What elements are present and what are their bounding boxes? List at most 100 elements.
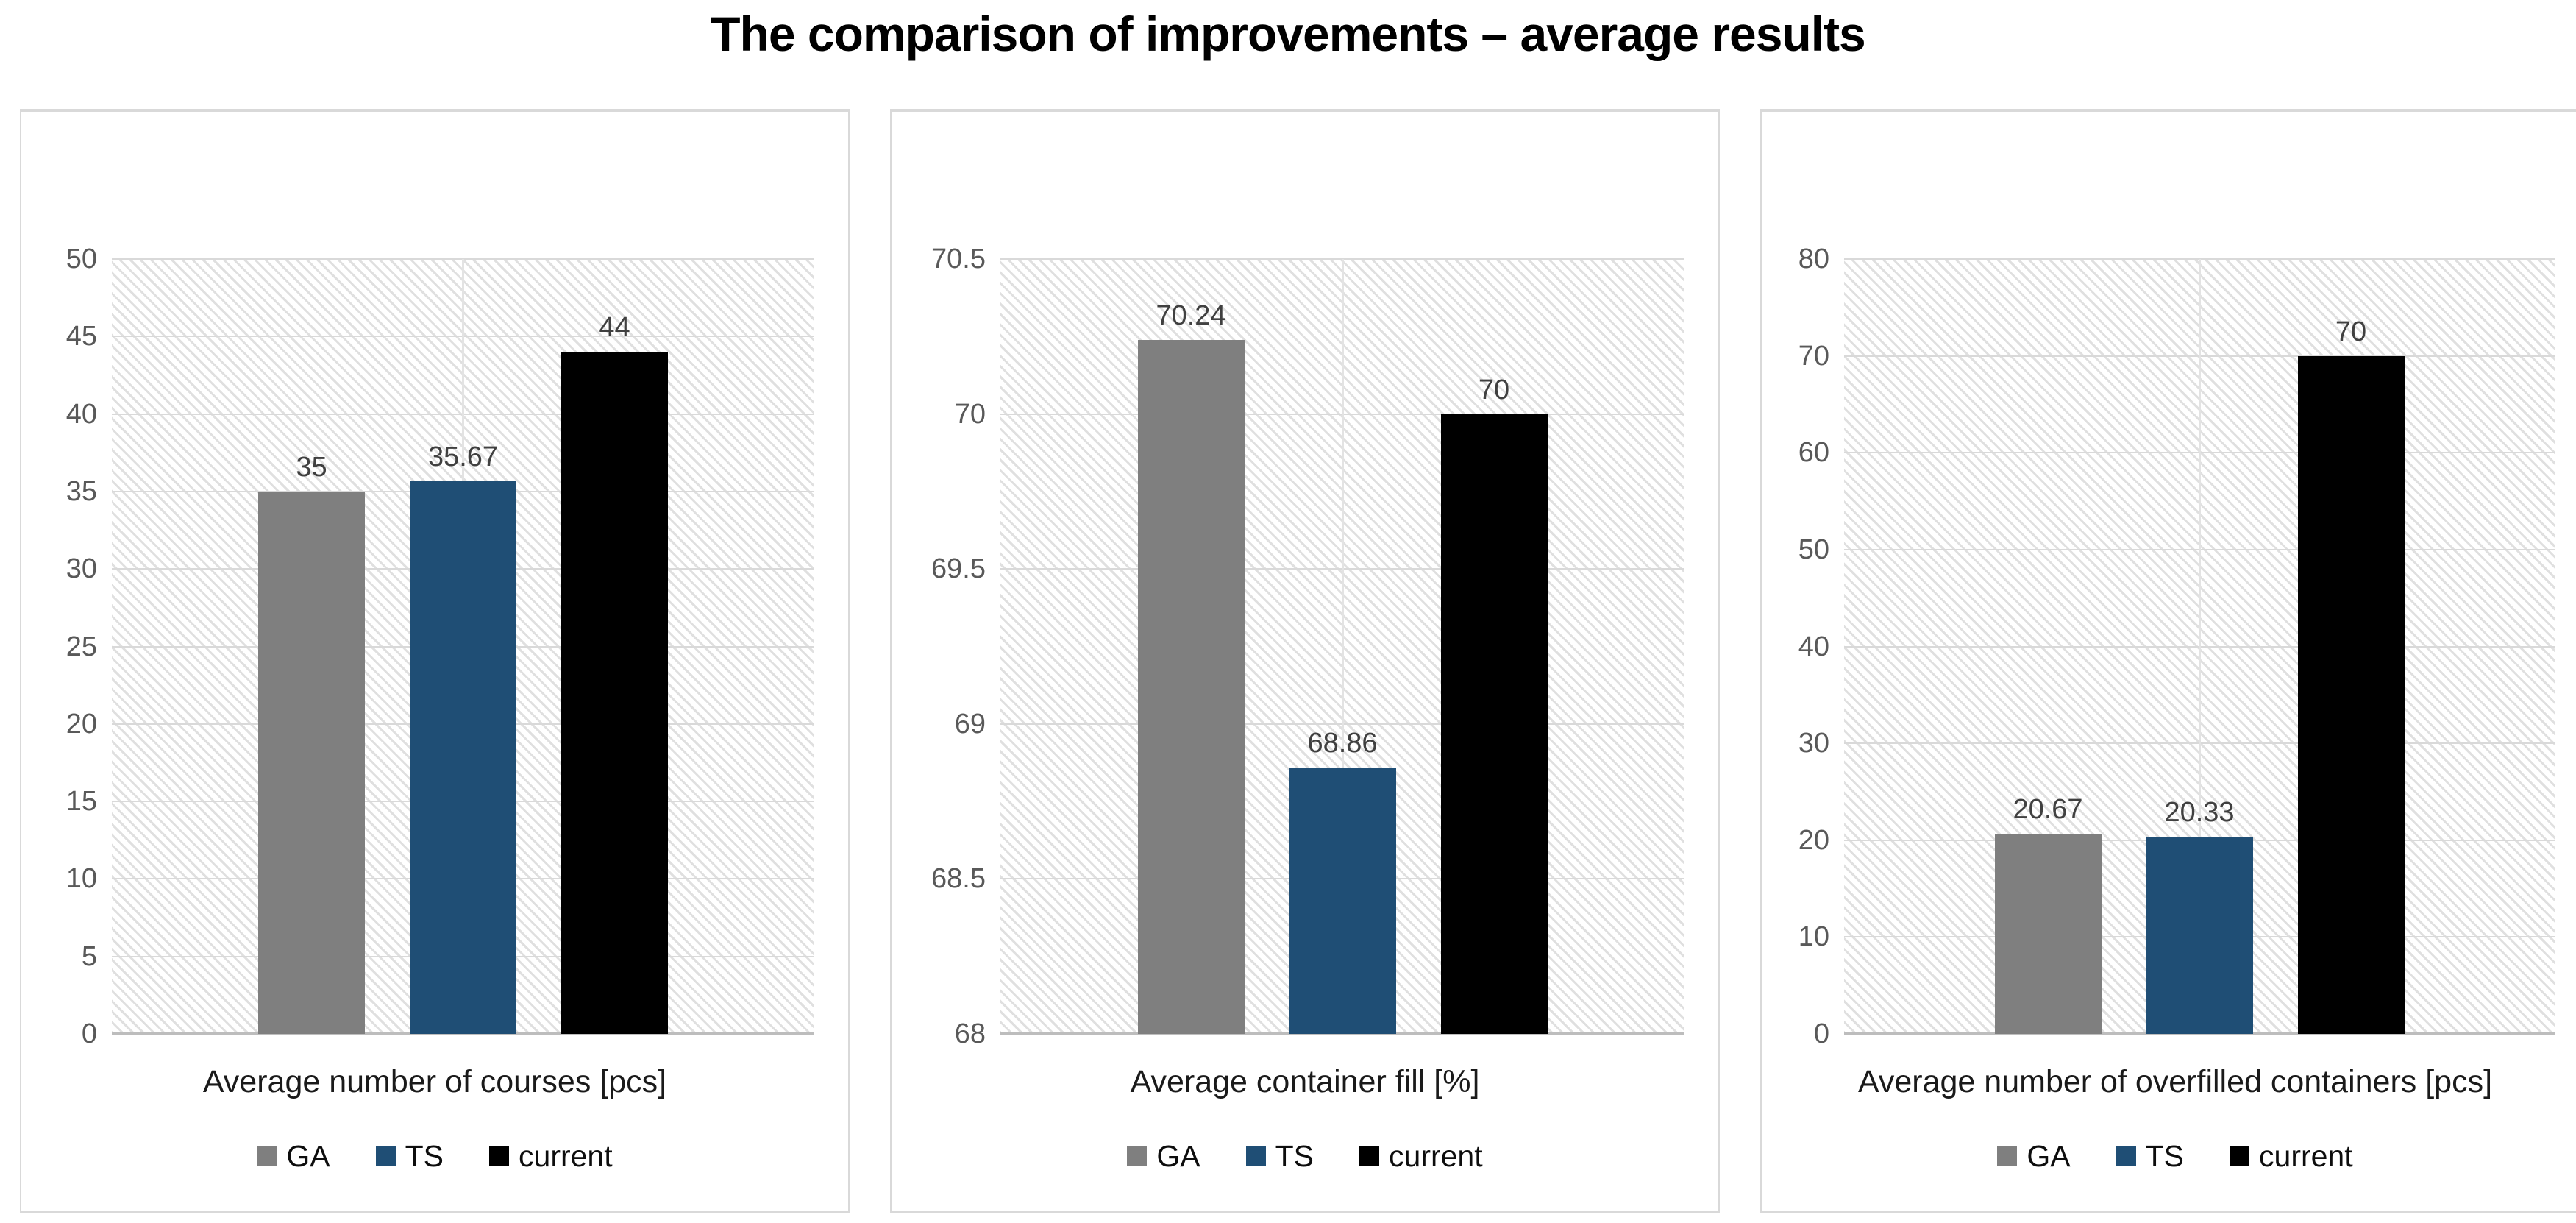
charts-row: 0 5 10 15 20 25 30 35 40 45 50 35 35.67 44 Average n… [20,109,2576,1213]
plot-area: 70.24 68.86 70 [1000,258,1684,1035]
y-tick-label: 20 [65,708,97,740]
chart-body: 68 68.5 69 69.5 70 70.5 70.24 68.86 70 [892,245,1718,1048]
plot-area: 20.67 20.33 70 [1844,258,2555,1035]
y-tick-label: 80 [1798,244,1829,274]
vertical-gridline [2198,259,2201,1034]
y-tick-label: 50 [65,244,97,274]
legend-item-ts: TS [375,1139,444,1174]
bar-slot-current: 44 [561,259,668,1034]
y-tick-label: 25 [65,631,97,662]
legend-label: current [519,1139,613,1174]
legend-item-ga: GA [1127,1141,1200,1171]
y-tick-label: 35 [65,475,97,507]
bar-ga [1137,339,1245,1034]
chart-body: 0 5 10 15 20 25 30 35 40 45 50 35 35.67 44 [21,245,848,1048]
bar-slot-ga: 35 [258,259,365,1034]
y-tick-label: 30 [65,553,97,585]
legend-label: GA [286,1139,330,1174]
bar-ts [410,481,516,1034]
bar-ts [2146,837,2253,1034]
legend-swatch-icon [2116,1146,2136,1167]
x-axis-title: Average container fill [%] [1130,1064,1480,1099]
legend-item-ts: TS [1245,1139,1314,1174]
bar-slot-current: 70 [2297,259,2405,1034]
y-tick-label: 68 [954,1018,986,1049]
y-tick-label: 0 [1813,1018,1829,1049]
legend-swatch-icon [2230,1146,2250,1167]
legend-item-ga: GA [1997,1141,2071,1171]
legend-item-ts: TS [2116,1141,2184,1171]
bar-current [561,352,668,1034]
y-tick-label: 68.5 [931,863,986,895]
bar-slot-current: 70 [1440,259,1548,1034]
bars-group: 20.67 20.33 70 [1844,259,2555,1034]
y-tick-label: 70 [1798,340,1829,372]
y-tick-label: 50 [1798,533,1829,565]
y-tick-label: 40 [1798,631,1829,662]
figure-title: The comparison of improvements – average… [711,7,1866,61]
y-tick-label: 20 [1798,824,1829,856]
bar-value-label: 20.67 [2013,793,2083,825]
legend-swatch-icon [1359,1146,1380,1167]
bar-slot-ga: 20.67 [1994,259,2102,1034]
legend-label: TS [2145,1139,2185,1174]
legend-label: current [1389,1139,1483,1174]
y-tick-label: 69.5 [931,553,986,585]
legend-item-ga: GA [257,1141,330,1171]
bar-value-label: 44 [599,312,630,344]
legend-label: TS [405,1139,444,1174]
bar-slot-ts: 35.67 [410,259,516,1034]
y-tick-label: 70 [954,398,986,430]
bar-ts [1289,767,1396,1034]
bars-group: 70.24 68.86 70 [1000,259,1684,1034]
x-axis-title: Average number of courses [pcs] [202,1064,667,1099]
chart-panel-container-fill: 68 68.5 69 69.5 70 70.5 70.24 68.86 70 Average … [890,109,1720,1213]
x-axis-title: Average number of overfilled containers … [1857,1064,2493,1099]
chart-panel-overfilled-containers: 0 10 20 30 40 50 60 70 80 20.67 20.33 70 Average n… [1760,109,2576,1213]
legend-label: TS [1275,1139,1314,1174]
bar-ga [1994,833,2102,1034]
bar-value-label: 70.24 [1156,299,1226,331]
y-tick-label: 10 [65,863,97,895]
bars-group: 35 35.67 44 [112,259,814,1034]
plot-area: 35 35.67 44 [112,258,814,1035]
chart-body: 0 10 20 30 40 50 60 70 80 20.67 20.33 70 [1762,245,2576,1048]
y-tick-label: 5 [81,940,97,972]
legend-swatch-icon [489,1146,510,1167]
bar-value-label: 68.86 [1307,727,1378,759]
legend-item-current: current [489,1141,613,1171]
legend-swatch-icon [257,1146,277,1167]
y-tick-label: 60 [1798,437,1829,469]
legend-swatch-icon [1245,1146,1266,1167]
bar-value-label: 20.33 [2164,797,2235,829]
y-tick-label: 40 [65,398,97,430]
vertical-gridline [1341,259,1344,1034]
chart-panel-average-courses: 0 5 10 15 20 25 30 35 40 45 50 35 35.67 44 Average n… [20,109,850,1213]
y-tick-label: 15 [65,786,97,818]
legend: GA TS current [892,1141,1718,1171]
bar-value-label: 35 [296,451,327,483]
legend-item-current: current [2230,1141,2353,1171]
y-axis-tick-labels: 68 68.5 69 69.5 70 70.5 [892,245,1000,1048]
y-tick-label: 30 [1798,728,1829,759]
y-tick-label: 45 [65,321,97,352]
bar-current [2297,355,2405,1034]
bar-current [1440,414,1548,1034]
bar-slot-ga: 70.24 [1137,259,1245,1034]
legend: GA TS current [21,1141,848,1171]
y-tick-label: 10 [1798,921,1829,953]
legend-item-current: current [1359,1141,1483,1171]
bar-value-label: 70 [2335,316,2367,347]
y-tick-label: 70.5 [931,244,986,274]
bar-ga [258,491,365,1034]
bar-value-label: 35.67 [427,441,499,472]
y-axis-tick-labels: 0 10 20 30 40 50 60 70 80 [1762,245,1844,1048]
bar-slot-ts: 68.86 [1289,259,1396,1034]
y-axis-tick-labels: 0 5 10 15 20 25 30 35 40 45 50 [21,245,112,1048]
bar-value-label: 70 [1478,374,1510,405]
legend-label: GA [1156,1139,1200,1174]
legend-swatch-icon [375,1146,396,1167]
legend: GA TS current [1762,1141,2576,1171]
y-tick-label: 0 [81,1018,97,1049]
